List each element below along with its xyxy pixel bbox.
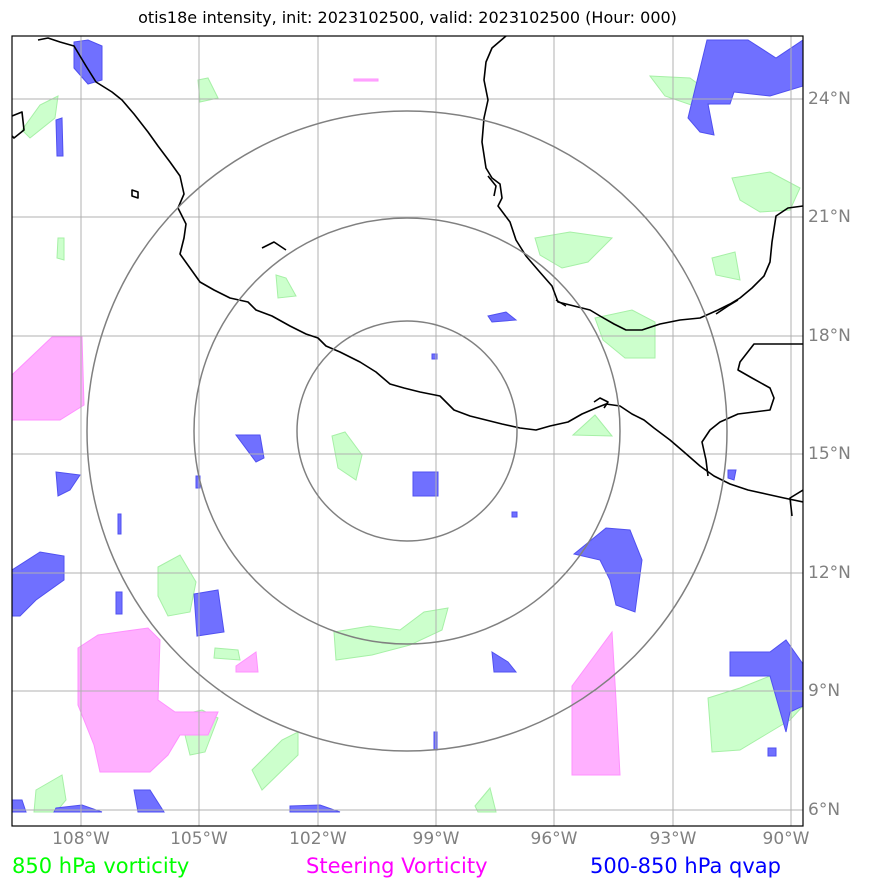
graticule — [12, 36, 803, 826]
lat-label-15n: 15°N — [808, 444, 851, 464]
lon-label-99w: 99°W — [412, 829, 460, 849]
lat-label-9n: 9°N — [808, 681, 841, 701]
lon-label-102w: 102°W — [289, 829, 347, 849]
range-ring-middle — [193, 217, 621, 645]
map-frame — [11, 35, 804, 827]
lat-label-12n: 12°N — [808, 563, 851, 583]
map-title: otis18e intensity, init: 2023102500, val… — [138, 8, 677, 27]
lon-label-108w: 108°W — [52, 829, 110, 849]
lat-label-6n: 6°N — [808, 800, 841, 820]
legend-steering-vorticity: Steering Vorticity — [306, 854, 488, 878]
range-ring-outer — [86, 110, 728, 752]
lon-label-93w: 93°W — [649, 829, 697, 849]
lon-label-90w: 90°W — [762, 829, 810, 849]
legend-qvap: 500-850 hPa qvap — [590, 854, 781, 878]
lat-label-21n: 21°N — [808, 207, 851, 227]
legend-vorticity-850: 850 hPa vorticity — [12, 854, 190, 878]
range-ring-inner — [296, 320, 518, 542]
range-rings — [86, 110, 728, 752]
lon-label-105w: 105°W — [170, 829, 228, 849]
lat-label-24n: 24°N — [808, 89, 851, 109]
steering-vorticity-contours — [12, 78, 621, 776]
coastlines — [12, 36, 803, 517]
lat-label-18n: 18°N — [808, 326, 851, 346]
lon-label-96w: 96°W — [530, 829, 578, 849]
